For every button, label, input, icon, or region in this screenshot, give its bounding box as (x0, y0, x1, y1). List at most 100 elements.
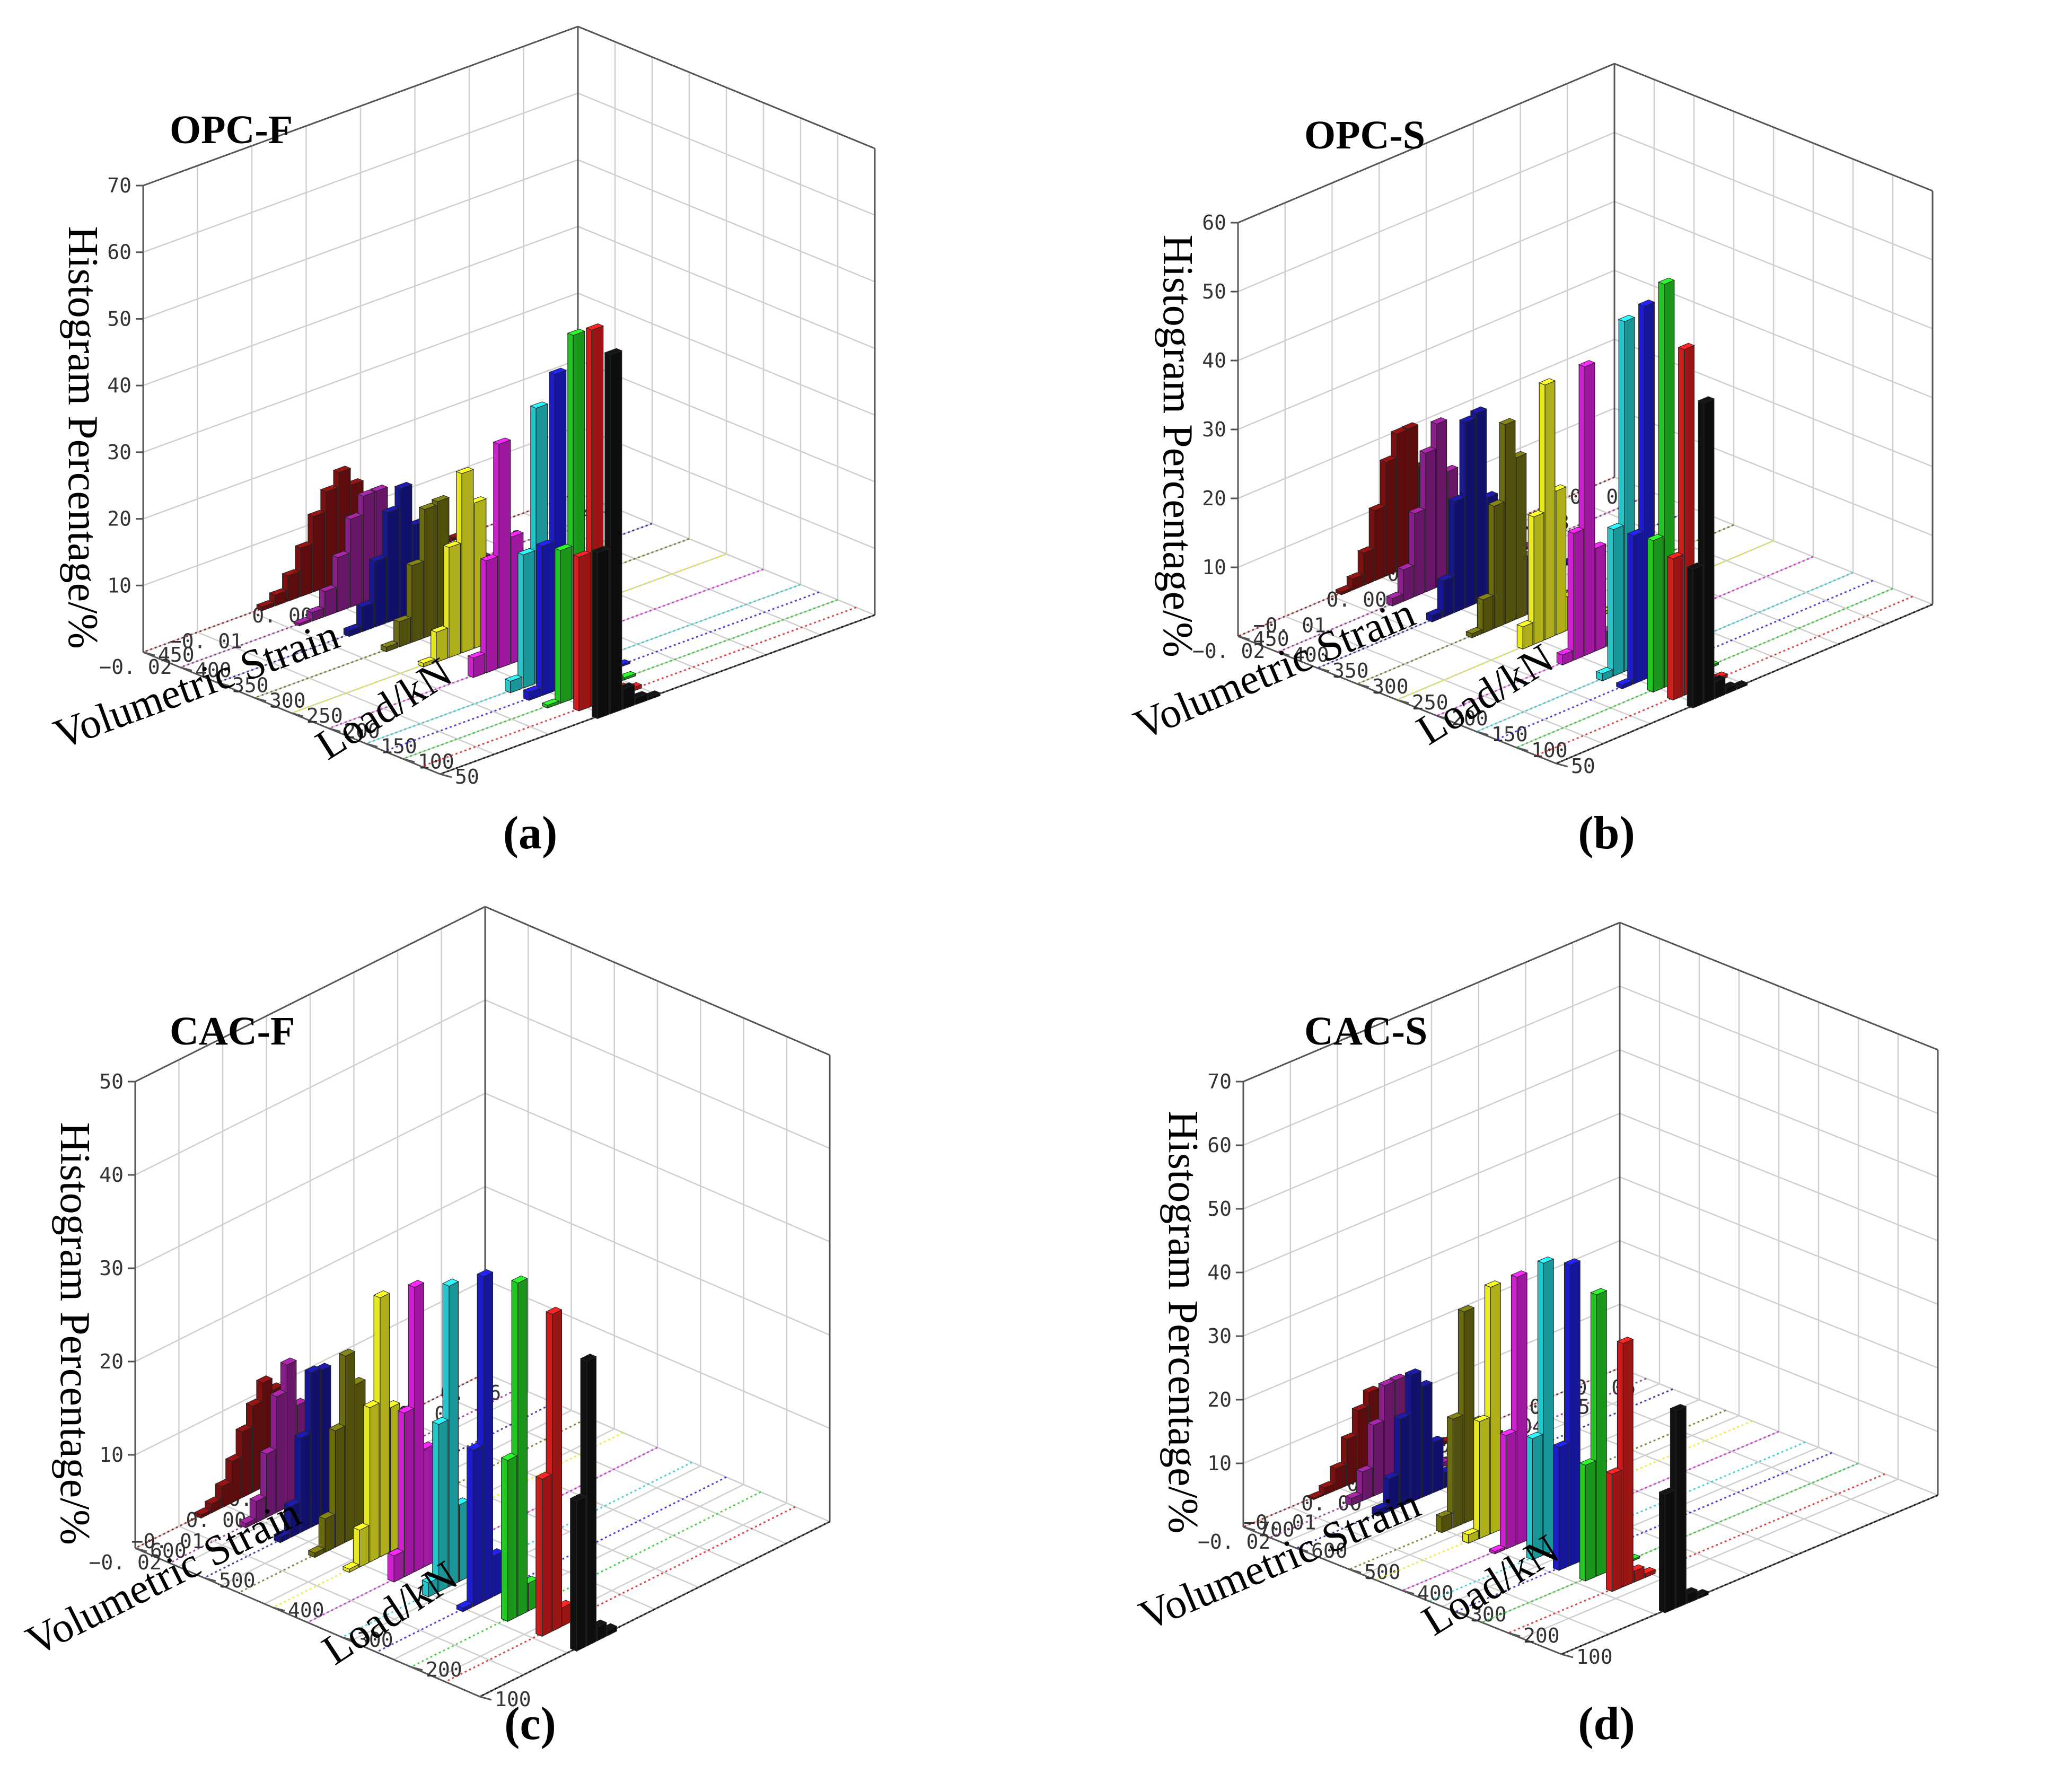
histogram-bar-top (1356, 1465, 1373, 1472)
y-tick-mark (1349, 1568, 1362, 1574)
histogram-bar (1579, 1462, 1586, 1582)
y-tick-label: 400 (195, 659, 232, 682)
y-tick-mark (135, 1547, 147, 1552)
histogram-bar-top (1596, 666, 1613, 674)
histogram-bar-top (535, 1471, 552, 1480)
histogram-bar (1543, 1258, 1554, 1556)
histogram-bar-top (280, 1357, 297, 1366)
histogram-bar (1672, 554, 1684, 701)
y-tick-mark (180, 666, 192, 672)
histogram-bar (486, 556, 498, 673)
y-tick-label: 300 (357, 1628, 393, 1652)
series-baseline (1402, 1430, 1779, 1592)
y-tick-mark (1561, 1653, 1574, 1658)
y-tick-mark (440, 773, 452, 778)
series-300kN (341, 1278, 692, 1638)
histogram-bar-top (1537, 1256, 1555, 1264)
histogram-bar-top (1498, 418, 1516, 425)
axis-frame (1243, 921, 1620, 1083)
histogram-bar-top (282, 569, 300, 576)
histogram-bar-top (1357, 546, 1375, 554)
axis-frame (135, 906, 486, 1083)
histogram-bar (387, 1552, 394, 1583)
histogram-bar (573, 554, 580, 712)
series-baseline (1436, 556, 1814, 717)
histogram-bar-top (604, 348, 623, 355)
histogram-bar (610, 350, 622, 715)
floor-grid (197, 631, 495, 755)
histogram-bar-top (1606, 523, 1625, 530)
histogram-bar-top (381, 506, 400, 513)
gridline-z (143, 25, 875, 187)
histogram-bar-top (1437, 574, 1454, 581)
histogram-bar (1477, 597, 1483, 634)
histogram-bar-top (546, 1306, 563, 1315)
histogram-bar-top (249, 1494, 266, 1502)
y-tick-mark (1243, 1526, 1256, 1531)
histogram-bar (1494, 501, 1505, 629)
series-baseline (1481, 1462, 1859, 1623)
histogram-bar-top (591, 546, 610, 553)
y-tick-label: 150 (1491, 723, 1528, 746)
series-100kN (1561, 1403, 1938, 1655)
histogram-bar (362, 602, 374, 633)
histogram-bar-top (1446, 1412, 1464, 1420)
series-250kN (376, 1269, 727, 1653)
y-tick-mark (1455, 1611, 1468, 1616)
histogram-bar (541, 1474, 552, 1637)
histogram-bar (483, 1271, 494, 1602)
histogram-bar (1473, 1419, 1480, 1539)
histogram-bar (1596, 1290, 1607, 1577)
histogram-bar (498, 440, 511, 669)
histogram-bar-top (1470, 406, 1487, 414)
histogram-bar (1463, 1307, 1474, 1524)
y-tick-label: 100 (1576, 1645, 1613, 1669)
series-baseline (1535, 595, 1913, 757)
x-tick-label: −0. 01 (170, 630, 242, 653)
histogram-bar-top (320, 485, 339, 493)
histogram-bars (1243, 1256, 1938, 1655)
histogram-bar-top (431, 495, 450, 502)
histogram-bar (1346, 1434, 1357, 1486)
histogram-bar-top (393, 615, 411, 622)
histogram-bar (1704, 398, 1715, 704)
series-baseline (169, 1387, 520, 1564)
histogram-bar-top (1487, 499, 1505, 507)
histogram-bar (1482, 595, 1494, 634)
z-tick-label: 10 (107, 574, 131, 597)
histogram-bar-top (1578, 360, 1596, 367)
histogram-bar (1479, 1417, 1490, 1539)
z-tick-label: 50 (99, 1070, 124, 1093)
histogram-bar-top (1447, 495, 1465, 502)
z-tick-label: 30 (107, 441, 131, 464)
axis-frame (1619, 921, 1938, 1051)
z-tick-label: 70 (1207, 1070, 1232, 1093)
histogram-bar-top (215, 1479, 232, 1487)
panel-caption: (d) (1578, 1698, 1635, 1750)
histogram-bar (1558, 1442, 1569, 1571)
histogram-bar-top (387, 1548, 404, 1557)
series-baseline (1349, 1409, 1726, 1570)
z-tick-label: 50 (107, 307, 131, 330)
histogram-bar (1436, 419, 1447, 588)
series-baseline (445, 1506, 796, 1683)
histogram-bar-top (1408, 506, 1426, 514)
histogram-bar-top (569, 1493, 587, 1502)
histogram-bar-top (368, 555, 387, 562)
series-50kN (1556, 396, 1933, 765)
histogram-bar-top (1419, 446, 1437, 454)
histogram-bar-top (194, 1507, 211, 1515)
histogram-bar (1436, 1514, 1443, 1533)
histogram-bar-top (1511, 1270, 1528, 1278)
histogram-bar-top (1401, 422, 1419, 429)
histogram-bar (287, 571, 300, 602)
series-baseline (421, 607, 857, 768)
y-tick-mark (1277, 651, 1290, 656)
z-tick-label: 10 (1207, 1452, 1232, 1475)
y-tick-mark (1357, 683, 1369, 688)
histogram-bar (1490, 1282, 1501, 1534)
histogram-bar (335, 1426, 345, 1548)
y-tick-mark (1317, 667, 1330, 672)
